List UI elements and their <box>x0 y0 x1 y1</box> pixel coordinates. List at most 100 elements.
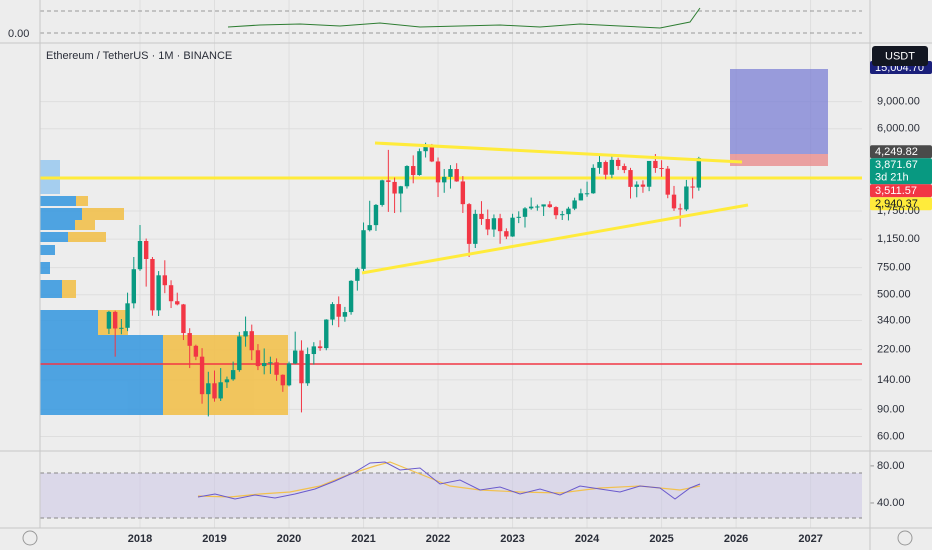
x-tick-label: 2018 <box>128 533 152 545</box>
candle-body <box>603 162 608 175</box>
candle-body <box>168 285 174 302</box>
y-tick-label: 220.00 <box>877 344 911 356</box>
candle-body <box>175 301 180 305</box>
candle-body <box>311 346 317 355</box>
y-tick-label: 60.00 <box>877 430 905 442</box>
settings-icon[interactable] <box>22 530 38 546</box>
candle-body <box>417 151 422 176</box>
candle-body <box>653 160 658 169</box>
countdown-label: 3d 21h <box>875 172 909 184</box>
price-badge-label: 3,871.67 <box>875 159 918 171</box>
rsi-line <box>197 461 701 500</box>
candle-body <box>541 204 546 207</box>
candle-body <box>659 168 664 170</box>
candle-body <box>137 241 143 270</box>
x-tick-label: 2026 <box>724 533 748 545</box>
candle-body <box>119 327 124 329</box>
profile-bar <box>40 196 76 206</box>
candle-body <box>448 169 453 177</box>
candle-body <box>348 280 354 313</box>
candle-body <box>125 303 130 328</box>
candle-body <box>361 230 366 269</box>
profile-bar <box>62 280 76 298</box>
candle-body <box>473 213 478 244</box>
candle-body <box>162 275 168 286</box>
target-box <box>730 69 828 154</box>
candles <box>106 142 702 417</box>
y-tick-label: 140.00 <box>877 374 911 386</box>
candle-body <box>392 181 397 194</box>
candle-body <box>665 168 670 195</box>
candle-body <box>379 180 385 205</box>
candle-body <box>131 269 137 304</box>
candle-body <box>112 311 118 329</box>
candle-body <box>305 354 310 384</box>
currency-button-label[interactable]: USDT <box>885 50 915 62</box>
candle-body <box>199 356 205 395</box>
y-tick-label: 500.00 <box>877 289 911 301</box>
profile-bar <box>40 208 82 220</box>
x-tick-label: 2019 <box>202 533 226 545</box>
candle-body <box>373 204 379 226</box>
candle-body <box>262 363 267 367</box>
candle-body <box>268 362 273 364</box>
rsi-tick-label: 40.00 <box>877 497 905 509</box>
settings-icon[interactable] <box>897 530 913 546</box>
candle-body <box>597 162 602 168</box>
profile-bar <box>40 280 62 298</box>
profile-bar <box>68 232 106 242</box>
candle-body <box>510 217 515 237</box>
candle-body <box>609 159 615 175</box>
candle-body <box>591 167 596 194</box>
candle-body <box>255 350 261 367</box>
candle-body <box>286 363 292 386</box>
profile-bar <box>40 245 55 255</box>
x-tick-label: 2020 <box>277 533 301 545</box>
price-badge <box>870 158 932 185</box>
y-tick-label: 750.00 <box>877 262 911 274</box>
candle-body <box>411 166 416 176</box>
candle-body <box>553 207 559 216</box>
x-tick-label: 2021 <box>351 533 375 545</box>
top-pane-label: 0.00 <box>8 28 29 40</box>
profile-bar <box>40 232 68 242</box>
currency-button[interactable] <box>872 46 928 66</box>
candle-body <box>628 170 633 187</box>
candle-body <box>398 186 403 194</box>
x-tick-label: 2024 <box>575 533 600 545</box>
candle-body <box>485 219 490 230</box>
profile-block <box>40 335 163 415</box>
candle-body <box>143 241 149 260</box>
candle-body <box>497 218 503 232</box>
y-tick-label: 9,000.00 <box>877 96 920 108</box>
price-badge-label: 4,249.82 <box>875 146 918 158</box>
candle-body <box>584 193 590 195</box>
candle-body <box>181 304 186 334</box>
profile-block <box>163 335 288 415</box>
candle-body <box>187 333 192 346</box>
rsi-tick-label: 80.00 <box>877 460 905 472</box>
profile-bar <box>40 310 98 335</box>
candle-body <box>330 304 335 320</box>
candle-body <box>578 193 584 201</box>
y-tick-label: 6,000.00 <box>877 123 920 135</box>
candle-body <box>491 218 497 230</box>
price-badge <box>870 145 932 159</box>
candle-body <box>479 213 484 220</box>
candle-body <box>237 336 242 371</box>
candle-body <box>535 206 540 208</box>
candle-body <box>156 275 161 311</box>
y-tick-label: 1,150.00 <box>877 233 920 245</box>
candle-body <box>522 208 528 217</box>
candle-body <box>640 184 646 187</box>
candle-body <box>299 350 304 384</box>
candle-body <box>292 350 298 364</box>
candle-body <box>423 146 428 152</box>
candle-body <box>696 157 702 188</box>
candle-body <box>224 379 230 383</box>
candle-body <box>218 382 223 399</box>
candle-body <box>504 231 509 237</box>
candle-body <box>386 180 391 182</box>
